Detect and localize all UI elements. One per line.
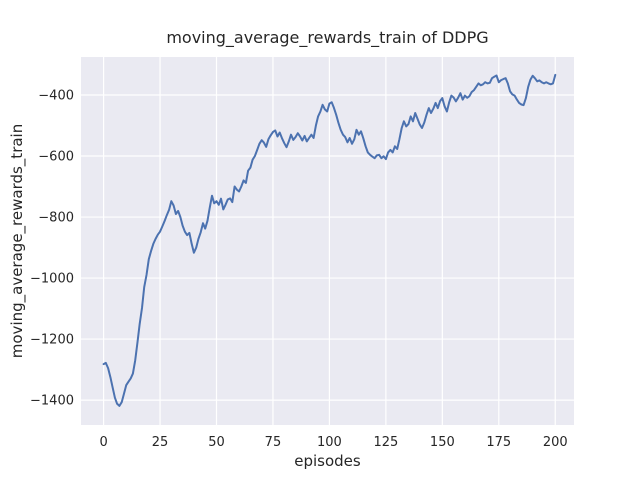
- x-tick-label: 100: [317, 435, 342, 450]
- gridlines: [81, 57, 574, 425]
- x-tick-label: 175: [486, 435, 511, 450]
- data-line: [102, 73, 557, 407]
- x-tick-labels: 0 25 50 75 100 125 150 175 200: [99, 435, 567, 450]
- y-tick-label: −1000: [30, 272, 74, 287]
- y-tick-label: −1200: [30, 333, 74, 348]
- y-tick-label: −400: [38, 89, 74, 104]
- x-tick-label: 25: [152, 435, 169, 450]
- chart-title: moving_average_rewards_train of DDPG: [166, 28, 489, 47]
- plot-area: [81, 57, 574, 425]
- x-axis-label: episodes: [294, 452, 361, 470]
- y-tick-label: −1400: [30, 394, 74, 409]
- x-tick-label: 200: [543, 435, 568, 450]
- y-axis-label: moving_average_rewards_train: [8, 123, 26, 359]
- x-tick-label: 0: [99, 435, 107, 450]
- y-tick-label: −800: [38, 211, 74, 226]
- x-tick-label: 50: [208, 435, 225, 450]
- x-tick-label: 150: [430, 435, 455, 450]
- x-tick-label: 125: [373, 435, 398, 450]
- x-tick-label: 75: [265, 435, 282, 450]
- y-tick-label: −600: [38, 150, 74, 165]
- y-tick-labels: −400 −600 −800 −1000 −1200 −1400: [30, 89, 74, 409]
